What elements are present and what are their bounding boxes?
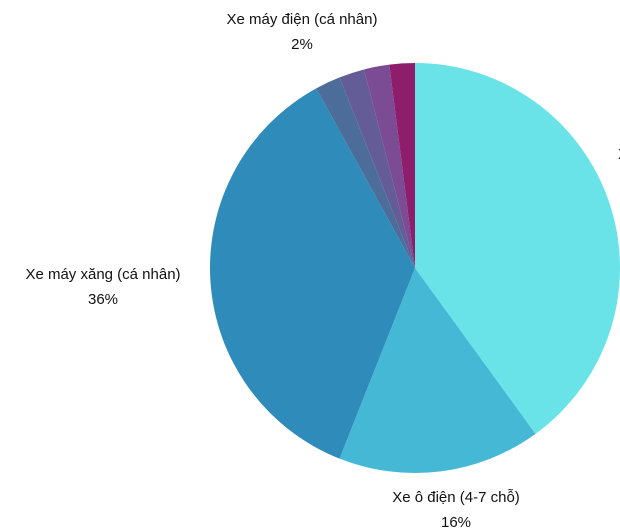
pie-slice [389, 63, 415, 268]
slice-label: Xe ô xăng (4-7 chỗ) [618, 146, 620, 163]
pie-slice [209, 88, 415, 459]
slice-value-label: 2% [291, 36, 313, 53]
pie-slice [415, 63, 620, 434]
pie-slice [364, 64, 415, 268]
slice-label: Xe ô điện (4-7 chỗ) [392, 489, 520, 506]
pie-slice [316, 77, 415, 269]
slice-label: Xe máy điện (cá nhân) [227, 11, 378, 28]
slice-value-label: 16% [441, 514, 471, 531]
slice-value-label: 36% [88, 291, 118, 308]
pie-slice [339, 69, 415, 268]
pie-slice [339, 268, 536, 474]
slice-label: Xe máy xăng (cá nhân) [25, 266, 180, 283]
